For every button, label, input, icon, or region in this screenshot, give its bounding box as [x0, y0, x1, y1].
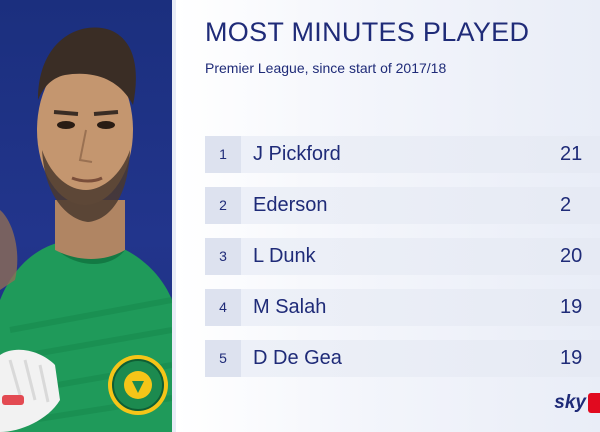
ranking-row: 1 J Pickford 21 — [205, 136, 600, 173]
rank-number: 4 — [205, 289, 241, 326]
sky-sports-badge-icon — [588, 393, 600, 413]
ranking-graphic: MOST MINUTES PLAYED Premier League, sinc… — [176, 0, 600, 432]
rank-number: 1 — [205, 136, 241, 173]
rank-number: 2 — [205, 187, 241, 224]
player-photo — [0, 27, 172, 432]
player-photo-panel — [0, 0, 172, 432]
page-subtitle: Premier League, since start of 2017/18 — [205, 60, 447, 76]
panel-divider — [172, 0, 176, 432]
ranking-list: 1 J Pickford 21 2 Ederson 2 3 L Dunk 20 … — [205, 136, 600, 391]
ranking-row: 2 Ederson 2 — [205, 187, 600, 224]
player-name: M Salah — [253, 296, 327, 318]
ranking-row: 4 M Salah 19 — [205, 289, 600, 326]
rank-number: 5 — [205, 340, 241, 377]
player-name: D De Gea — [253, 347, 342, 369]
rank-number: 3 — [205, 238, 241, 275]
minutes-value: 2 — [560, 194, 572, 216]
player-name: Ederson — [253, 194, 328, 216]
ranking-row: 3 L Dunk 20 — [205, 238, 600, 275]
goalkeeper-glove-icon — [0, 349, 60, 432]
minutes-value: 21 — [560, 143, 583, 165]
sky-sports-logo: sky — [554, 388, 600, 418]
player-name: J Pickford — [253, 143, 341, 165]
page-title: MOST MINUTES PLAYED — [205, 17, 530, 47]
minutes-value: 19 — [560, 296, 583, 318]
ranking-row: 5 D De Gea 19 — [205, 340, 600, 377]
club-crest-icon — [108, 355, 168, 415]
player-name: L Dunk — [253, 245, 316, 267]
minutes-value: 20 — [560, 245, 583, 267]
minutes-value: 19 — [560, 347, 583, 369]
sky-logo-text: sky — [554, 392, 586, 413]
